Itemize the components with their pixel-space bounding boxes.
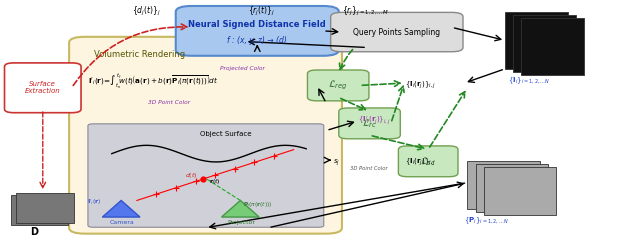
Text: $\mathbf{I}'_i(\mathbf{r})\!=\!\int_{t_n}^{t_f}\!w(t)\!\left(\mathbf{a}(\mathbf{: $\mathbf{I}'_i(\mathbf{r})\!=\!\int_{t_n… — [88, 72, 218, 91]
Bar — [484, 167, 556, 215]
Text: Object Surface: Object Surface — [200, 131, 251, 137]
Text: Camera: Camera — [110, 220, 134, 225]
FancyBboxPatch shape — [331, 12, 463, 52]
FancyBboxPatch shape — [88, 124, 324, 227]
Text: $\{r_j(t)\}_j$: $\{r_j(t)\}_j$ — [248, 5, 275, 18]
Bar — [11, 195, 68, 225]
Text: $\mathbf{D}$: $\mathbf{D}$ — [29, 225, 39, 237]
Text: $\mathcal{L}_{rc}$: $\mathcal{L}_{rc}$ — [362, 117, 377, 130]
Bar — [522, 18, 584, 75]
Text: $d(t)$: $d(t)$ — [186, 171, 198, 180]
Bar — [513, 15, 576, 72]
Text: $\{r_j\}_{j=1,2,\ldots M}$: $\{r_j\}_{j=1,2,\ldots M}$ — [342, 5, 388, 18]
Text: $\{\mathbf{I}_i(\mathbf{r}_j)\}_{i,j}$: $\{\mathbf{I}_i(\mathbf{r}_j)\}_{i,j}$ — [404, 157, 436, 168]
Bar — [505, 12, 568, 69]
Text: $\{\mathbf{I}'_i(\mathbf{r}_j)\}_{i,j}$: $\{\mathbf{I}'_i(\mathbf{r}_j)\}_{i,j}$ — [358, 114, 390, 127]
Text: $\{\mathbf{I}_i(\mathbf{r}_j)\}_{i,j}$: $\{\mathbf{I}_i(\mathbf{r}_j)\}_{i,j}$ — [404, 79, 436, 91]
Text: $s_j$: $s_j$ — [333, 157, 340, 168]
Text: $\{\mathbf{I}_i\}_{i=1,2,\ldots N}$: $\{\mathbf{I}_i\}_{i=1,2,\ldots N}$ — [508, 75, 550, 86]
Text: $\{d_j(t)\}_j$: $\{d_j(t)\}_j$ — [132, 5, 161, 18]
Text: Neural Signed Distance Field: Neural Signed Distance Field — [188, 20, 326, 29]
FancyBboxPatch shape — [339, 108, 400, 139]
FancyBboxPatch shape — [176, 6, 339, 56]
Text: Surface
Extraction: Surface Extraction — [25, 81, 61, 94]
Text: 3D Point Color: 3D Point Color — [350, 166, 388, 171]
Bar — [476, 164, 548, 212]
Polygon shape — [102, 200, 140, 217]
Text: Query Points Sampling: Query Points Sampling — [353, 28, 440, 37]
FancyBboxPatch shape — [4, 63, 81, 113]
FancyBboxPatch shape — [307, 70, 369, 101]
Text: $\{\mathbf{P}_i\}_{i=1,2,\ldots N}$: $\{\mathbf{P}_i\}_{i=1,2,\ldots N}$ — [464, 215, 509, 226]
FancyBboxPatch shape — [398, 146, 458, 177]
Text: Projected Color: Projected Color — [220, 66, 264, 71]
Text: $\mathbf{r}(t)$: $\mathbf{r}(t)$ — [209, 177, 220, 186]
Polygon shape — [221, 200, 259, 217]
Text: f : (x, y, z) → (d): f : (x, y, z) → (d) — [227, 36, 287, 45]
Bar — [16, 193, 74, 223]
Text: $\mathcal{L}_{sc}$: $\mathcal{L}_{sc}$ — [420, 155, 436, 168]
Text: Volumetric Rendering: Volumetric Rendering — [94, 50, 186, 59]
Text: Projector: Projector — [228, 220, 256, 225]
Text: $\mathbf{I}'_i(\mathbf{r})$: $\mathbf{I}'_i(\mathbf{r})$ — [86, 197, 101, 207]
FancyBboxPatch shape — [69, 37, 342, 234]
Text: 3D Point Color: 3D Point Color — [148, 100, 189, 106]
Text: $\mathcal{L}_{reg}$: $\mathcal{L}_{reg}$ — [328, 79, 348, 92]
Text: $\mathbf{P}_i(\pi(\mathbf{r}(t)))$: $\mathbf{P}_i(\pi(\mathbf{r}(t)))$ — [243, 200, 273, 209]
Bar — [467, 161, 540, 209]
